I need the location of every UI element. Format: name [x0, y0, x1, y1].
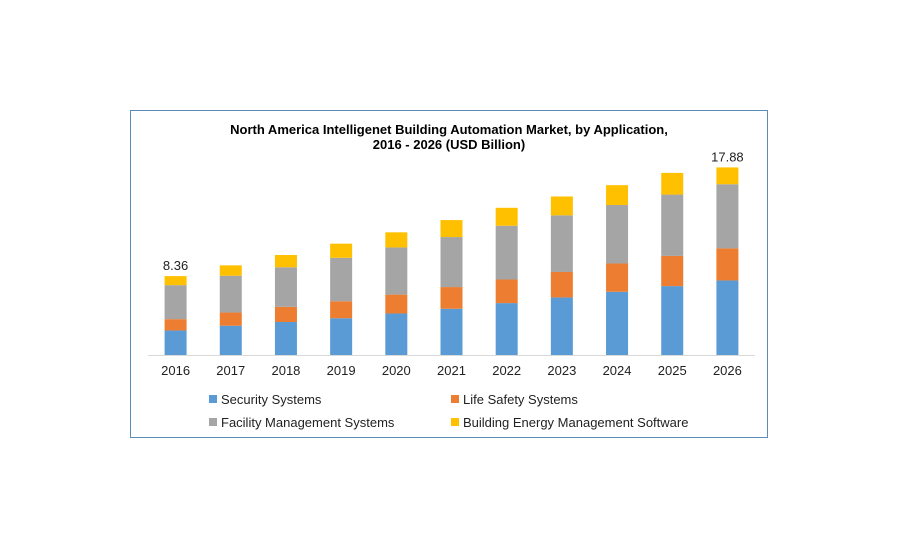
- bar-segment: [716, 184, 739, 249]
- x-tick-label: 2022: [492, 363, 521, 378]
- legend-label: Building Energy Management Software: [463, 415, 689, 430]
- bar-segment: [716, 248, 739, 281]
- bar-segment: [550, 297, 573, 355]
- x-tick-label: 2018: [271, 363, 300, 378]
- bar-segment: [440, 220, 463, 238]
- bar-segment: [164, 319, 187, 331]
- bar-segment: [606, 291, 629, 355]
- x-tick-label: 2016: [161, 363, 190, 378]
- legend-swatch: [209, 418, 217, 426]
- bar-segment: [274, 254, 297, 268]
- chart-title-line-2: 2016 - 2026 (USD Billion): [372, 137, 526, 152]
- bar-segment: [495, 279, 518, 304]
- bar-segment: [274, 267, 297, 307]
- bar-segment: [440, 237, 463, 288]
- bar-segment: [330, 257, 353, 302]
- bar-segment: [164, 330, 187, 355]
- bar-segment: [385, 294, 408, 314]
- plot-area: 2016 2017 2018 2019 2020 2021 2022 2023 2024 2025…: [148, 149, 755, 378]
- legend-item: Facility Management Systems: [209, 415, 394, 431]
- bar-segment: [716, 280, 739, 355]
- bar-segment: [330, 243, 353, 258]
- x-tick-label: 2019: [327, 363, 356, 378]
- bar-segment: [219, 265, 242, 276]
- bar-segment: [495, 303, 518, 355]
- bar-segment: [274, 321, 297, 355]
- bar-segment: [219, 275, 242, 313]
- x-tick-label: 2025: [658, 363, 687, 378]
- bar-segment: [550, 196, 573, 216]
- bar-segment: [219, 325, 242, 355]
- bar-segment: [440, 287, 463, 309]
- bar-segment: [385, 313, 408, 355]
- bar-segment: [219, 312, 242, 326]
- legend-item: Security Systems: [209, 392, 321, 408]
- x-tick-label: 2024: [603, 363, 632, 378]
- bar-segment: [550, 271, 573, 298]
- bar-segment: [606, 204, 629, 264]
- data-label: 17.88: [711, 149, 744, 164]
- bar-segment: [495, 225, 518, 280]
- bar-segment: [164, 285, 187, 320]
- bar-segment: [661, 194, 684, 256]
- legend-item: Life Safety Systems: [451, 392, 578, 408]
- legend-label: Facility Management Systems: [221, 415, 395, 430]
- bar-segment: [385, 232, 408, 248]
- bar-segment: [661, 172, 684, 195]
- bar-segment: [661, 286, 684, 355]
- bar-segment: [330, 301, 353, 319]
- legend-swatch: [209, 395, 217, 403]
- legend-swatch: [451, 418, 459, 426]
- bar-segment: [606, 263, 629, 292]
- bar-segment: [606, 185, 629, 205]
- bar-segment: [330, 318, 353, 355]
- bar-segment: [164, 276, 187, 286]
- bar-segment: [661, 255, 684, 287]
- bar-segment: [716, 167, 739, 185]
- bar-segment: [550, 215, 573, 272]
- bar-segment: [495, 207, 518, 226]
- legend-item: Building Energy Management Software: [451, 415, 688, 431]
- bar-segment: [385, 247, 408, 295]
- x-tick-label: 2021: [437, 363, 466, 378]
- chart-title-line-1: North America Intelligenet Building Auto…: [230, 122, 668, 137]
- x-tick-label: 2017: [216, 363, 245, 378]
- bar-segment: [274, 306, 297, 322]
- chart-frame: North America Intelligenet Building Auto…: [130, 110, 768, 438]
- chart-title: North America Intelligenet Building Auto…: [131, 122, 767, 152]
- x-tick-label: 2020: [382, 363, 411, 378]
- legend-swatch: [451, 395, 459, 403]
- x-tick-label: 2026: [713, 363, 742, 378]
- x-tick-label: 2023: [547, 363, 576, 378]
- legend-label: Life Safety Systems: [463, 392, 578, 407]
- bar-segment: [440, 308, 463, 355]
- data-label: 8.36: [163, 258, 188, 273]
- legend-label: Security Systems: [221, 392, 322, 407]
